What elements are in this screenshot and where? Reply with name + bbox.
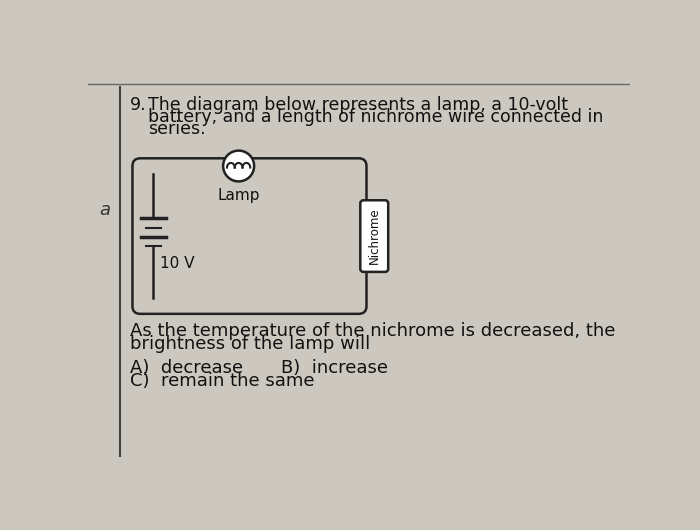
Text: The diagram below represents a lamp, a 10-volt: The diagram below represents a lamp, a 1… [148,96,568,114]
Text: A)  decrease: A) decrease [130,358,244,376]
Text: C)  remain the same: C) remain the same [130,373,314,391]
Text: 10 V: 10 V [160,256,194,271]
Circle shape [223,151,254,181]
FancyBboxPatch shape [360,200,388,272]
Text: 9.: 9. [130,96,147,114]
Text: brightness of the lamp will: brightness of the lamp will [130,334,370,352]
Text: As the temperature of the nichrome is decreased, the: As the temperature of the nichrome is de… [130,322,615,340]
Text: B)  increase: B) increase [281,358,389,376]
Text: Nichrome: Nichrome [368,208,381,264]
Text: a: a [99,201,110,219]
Text: battery, and a length of nichrome wire connected in: battery, and a length of nichrome wire c… [148,108,603,126]
Text: Lamp: Lamp [218,188,260,202]
Text: series.: series. [148,120,206,138]
